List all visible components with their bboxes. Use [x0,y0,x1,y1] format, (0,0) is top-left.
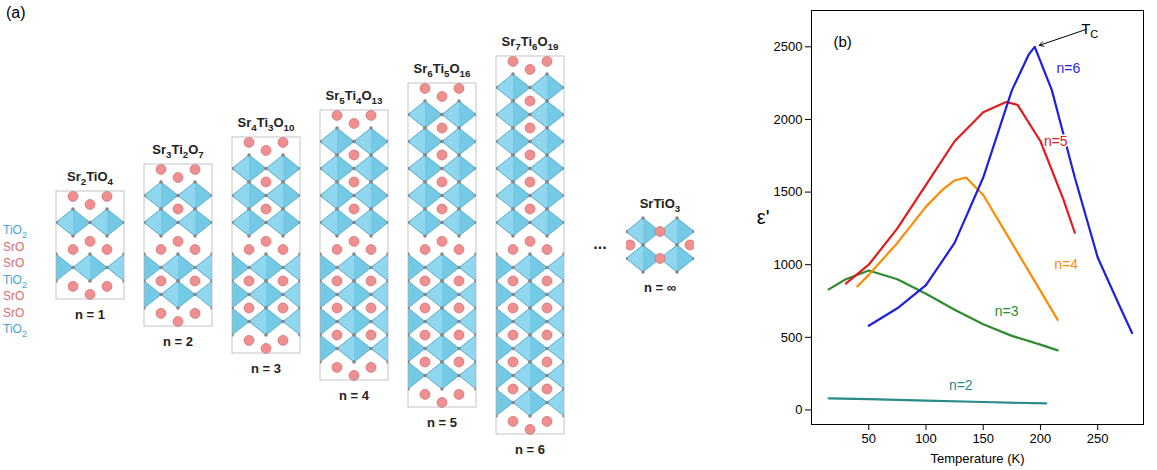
svg-text:n = 3: n = 3 [251,361,281,376]
svg-text:n = ∞: n = ∞ [644,280,676,295]
svg-text:Sr2TiO4: Sr2TiO4 [67,169,114,187]
svg-text:n=3: n=3 [995,303,1019,319]
svg-text:TC: TC [1081,20,1098,40]
svg-text:1000: 1000 [774,257,803,272]
svg-text:n = 2: n = 2 [163,334,193,349]
svg-text:SrTiO3: SrTiO3 [640,196,681,214]
svg-text:(a): (a) [6,4,26,21]
svg-text:SrO: SrO [3,240,24,254]
svg-text:50: 50 [862,431,876,446]
svg-text:n=6: n=6 [1056,60,1080,76]
svg-text:Temperature (K): Temperature (K) [931,451,1025,466]
svg-text:200: 200 [1030,431,1052,446]
svg-text:250: 250 [1087,431,1109,446]
svg-text:SrO: SrO [3,289,24,303]
svg-text:TiO2: TiO2 [3,273,27,290]
svg-text:100: 100 [915,431,937,446]
svg-text:n = 1: n = 1 [75,307,105,322]
svg-text:(b): (b) [834,33,852,50]
svg-text:n=5: n=5 [1044,133,1068,149]
svg-text:500: 500 [781,330,803,345]
svg-text:n = 6: n = 6 [515,442,545,457]
svg-text:2000: 2000 [774,112,803,127]
svg-text:150: 150 [972,431,994,446]
svg-text:1500: 1500 [774,184,803,199]
svg-text:TiO2: TiO2 [3,223,27,240]
svg-text:SrO: SrO [3,256,24,270]
svg-text:n=4: n=4 [1054,256,1078,272]
svg-text:ε': ε' [757,206,770,228]
svg-text:n=2: n=2 [949,377,973,393]
svg-text:n = 4: n = 4 [339,388,370,403]
svg-text:TiO2: TiO2 [3,322,27,339]
svg-text:Sr7Ti6O19: Sr7Ti6O19 [502,34,559,52]
svg-text:Sr4Ti3O10: Sr4Ti3O10 [238,115,295,133]
svg-text:SrO: SrO [3,306,24,320]
svg-text:Sr3Ti2O7: Sr3Ti2O7 [152,142,204,160]
svg-text:0: 0 [795,402,802,417]
svg-text:n = 5: n = 5 [427,415,457,430]
svg-text:Sr5Ti4O13: Sr5Ti4O13 [326,88,383,106]
svg-text:Sr6Ti5O16: Sr6Ti5O16 [414,61,471,79]
svg-text:...: ... [593,235,606,252]
svg-text:2500: 2500 [774,39,803,54]
